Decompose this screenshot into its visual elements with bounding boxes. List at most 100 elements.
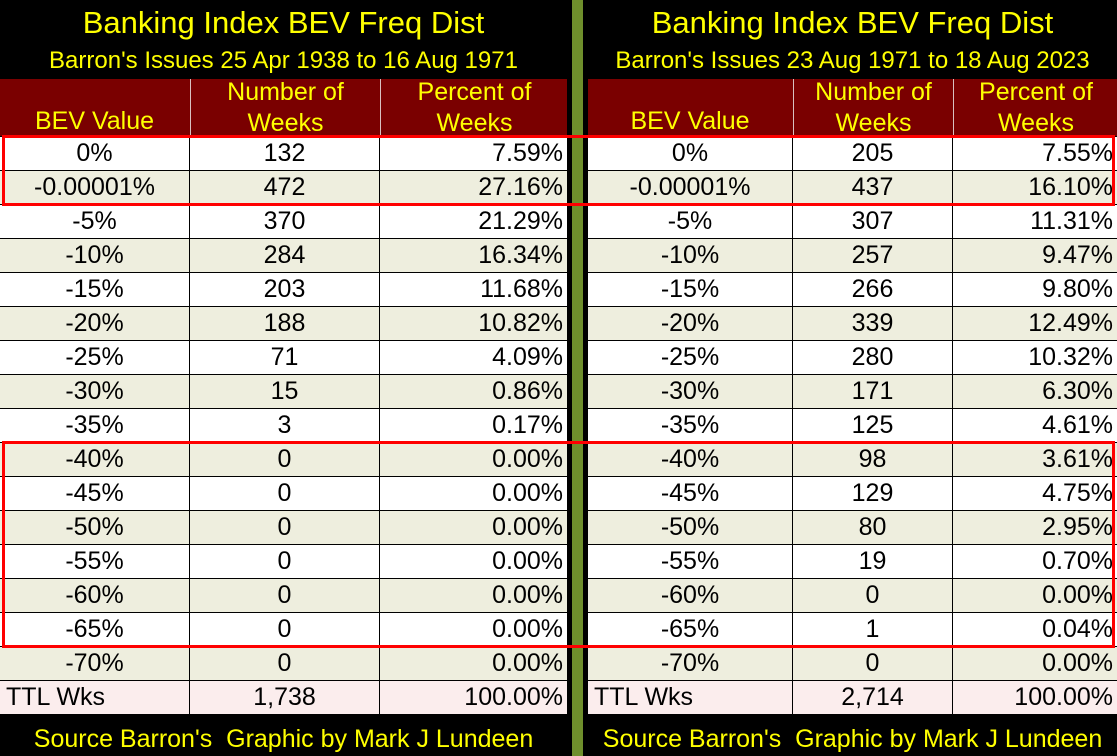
total-label-cell: TTL Wks <box>588 681 792 714</box>
weeks-count-cell: 257 <box>793 239 952 272</box>
bev-value-cell: -60% <box>588 579 792 612</box>
bev-value-cell: -35% <box>588 409 792 442</box>
percent-cell: 7.55% <box>953 137 1117 170</box>
header-percent-line-1: Percent of <box>979 77 1093 106</box>
header-number-line-1: Number of <box>815 77 932 106</box>
table-row: -55% 0 0.00% <box>0 545 567 578</box>
table-row: 0% 205 7.55% <box>588 137 1117 170</box>
weeks-count-cell: 171 <box>793 375 952 408</box>
table-row: -10% 257 9.47% <box>588 239 1117 272</box>
bev-value-cell: -50% <box>0 511 189 544</box>
bev-value-cell: -10% <box>0 239 189 272</box>
percent-cell: 0.00% <box>380 579 567 612</box>
percent-cell: 0.00% <box>380 477 567 510</box>
header-bev-value: BEV Value <box>630 107 750 135</box>
percent-cell: 9.47% <box>953 239 1117 272</box>
percent-cell: 4.09% <box>380 341 567 374</box>
bev-value-cell: -60% <box>0 579 189 612</box>
percent-cell: 12.49% <box>953 307 1117 340</box>
table-row: -30% 15 0.86% <box>0 375 567 408</box>
percent-cell: 4.61% <box>953 409 1117 442</box>
weeks-count-cell: 129 <box>793 477 952 510</box>
table-header-row: BEV Value Number of Weeks Percent of Weeks <box>588 77 1117 137</box>
percent-cell: 4.75% <box>953 477 1117 510</box>
bev-value-cell: 0% <box>588 137 792 170</box>
total-row: TTL Wks 1,738 100.00% <box>0 681 567 714</box>
table-row: -50% 80 2.95% <box>588 511 1117 544</box>
bev-value-cell: -10% <box>588 239 792 272</box>
header-percent-line-2: Weeks <box>998 108 1074 137</box>
bev-value-cell: -70% <box>0 647 189 680</box>
weeks-count-cell: 370 <box>190 205 379 238</box>
bev-value-cell: -50% <box>588 511 792 544</box>
header-percent-line-2: Weeks <box>436 108 513 137</box>
weeks-count-cell: 0 <box>190 545 379 578</box>
table-row: -70% 0 0.00% <box>588 647 1117 680</box>
bev-value-cell: -15% <box>0 273 189 306</box>
header-bev-value: BEV Value <box>34 107 155 135</box>
percent-cell: 10.32% <box>953 341 1117 374</box>
total-percent-cell: 100.00% <box>380 681 567 714</box>
weeks-count-cell: 280 <box>793 341 952 374</box>
table-row: -65% 1 0.04% <box>588 613 1117 646</box>
bev-value-cell: -30% <box>0 375 189 408</box>
table-row: -5% 307 11.31% <box>588 205 1117 238</box>
header-percent-line-1: Percent of <box>417 77 532 106</box>
weeks-count-cell: 125 <box>793 409 952 442</box>
header-number-of-weeks: Number of Weeks <box>190 77 380 137</box>
bev-value-cell: -45% <box>588 477 792 510</box>
table-row: -25% 280 10.32% <box>588 341 1117 374</box>
weeks-count-cell: 0 <box>190 443 379 476</box>
bev-value-cell: 0% <box>0 137 189 170</box>
percent-cell: 11.68% <box>380 273 567 306</box>
table-row: -0.00001% 472 27.16% <box>0 171 567 204</box>
bev-value-cell: -55% <box>588 545 792 578</box>
total-percent-cell: 100.00% <box>953 681 1117 714</box>
header-number-of-weeks: Number of Weeks <box>793 77 953 137</box>
weeks-count-cell: 15 <box>190 375 379 408</box>
table-row: -5% 370 21.29% <box>0 205 567 238</box>
percent-cell: 0.00% <box>953 579 1117 612</box>
header-number-line-2: Weeks <box>835 108 912 137</box>
percent-cell: 27.16% <box>380 171 567 204</box>
table-row: -60% 0 0.00% <box>0 579 567 612</box>
weeks-count-cell: 0 <box>793 579 952 612</box>
total-row: TTL Wks 2,714 100.00% <box>588 681 1117 714</box>
table-row: -25% 71 4.09% <box>0 341 567 374</box>
table-row: -10% 284 16.34% <box>0 239 567 272</box>
table-row: -20% 188 10.82% <box>0 307 567 340</box>
weeks-count-cell: 71 <box>190 341 379 374</box>
percent-cell: 0.00% <box>380 443 567 476</box>
total-label-cell: TTL Wks <box>0 681 189 714</box>
table-row: -35% 3 0.17% <box>0 409 567 442</box>
table-row: -35% 125 4.61% <box>588 409 1117 442</box>
bev-value-cell: -20% <box>588 307 792 340</box>
weeks-count-cell: 0 <box>190 511 379 544</box>
percent-cell: 0.00% <box>380 647 567 680</box>
table-row: -70% 0 0.00% <box>0 647 567 680</box>
bev-value-cell: -70% <box>588 647 792 680</box>
bev-value-cell: -40% <box>0 443 189 476</box>
percent-cell: 7.59% <box>380 137 567 170</box>
header-number-line-1: Number of <box>227 77 344 106</box>
bev-value-cell: -0.00001% <box>0 171 189 204</box>
weeks-count-cell: 205 <box>793 137 952 170</box>
source-footer: Source Barron's Graphic by Mark J Lundee… <box>602 725 1103 753</box>
table-row: -40% 98 3.61% <box>588 443 1117 476</box>
table-row: 0% 132 7.59% <box>0 137 567 170</box>
weeks-count-cell: 0 <box>190 613 379 646</box>
bev-value-cell: -25% <box>588 341 792 374</box>
weeks-count-cell: 437 <box>793 171 952 204</box>
table-row: -40% 0 0.00% <box>0 443 567 476</box>
right-panel: Banking Index BEV Freq Dist Barron's Issu… <box>588 0 1117 756</box>
bev-value-cell: -45% <box>0 477 189 510</box>
table-row: -15% 203 11.68% <box>0 273 567 306</box>
bev-value-cell: -20% <box>0 307 189 340</box>
percent-cell: 0.04% <box>953 613 1117 646</box>
percent-cell: 0.17% <box>380 409 567 442</box>
table-header-row: BEV Value Number of Weeks Percent of Weeks <box>0 77 567 137</box>
bev-value-cell: -30% <box>588 375 792 408</box>
table-row: -60% 0 0.00% <box>588 579 1117 612</box>
table-row: -0.00001% 437 16.10% <box>588 171 1117 204</box>
weeks-count-cell: 266 <box>793 273 952 306</box>
